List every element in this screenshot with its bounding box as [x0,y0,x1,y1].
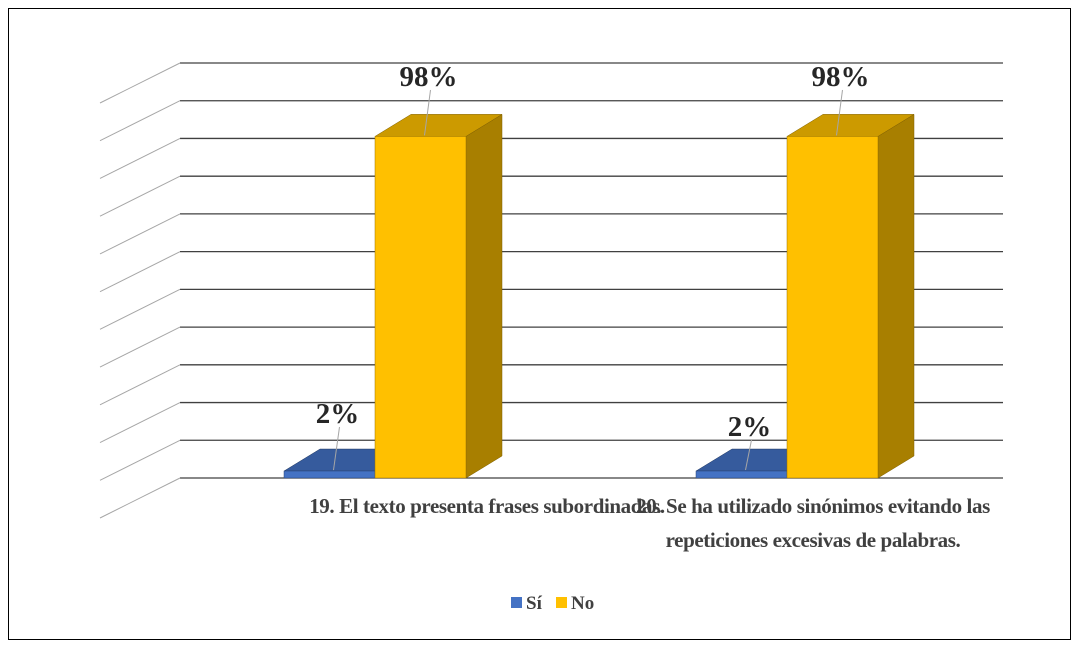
value-label-si: 2% [316,398,360,430]
legend-swatch-no [556,597,567,608]
legend-label-si: Sí [526,593,543,614]
gridline-side [99,439,181,481]
value-labels: 2% 98% 2% 98% [316,61,870,471]
gridline-side [99,326,181,368]
bars [283,113,915,479]
legend-swatch-si [511,597,522,608]
gridline-side [99,213,181,255]
gridline-side [99,364,181,406]
category-label: 20. Se ha utilizado sinónimos evitando l… [636,494,990,518]
bar-no-side [877,113,915,479]
legend: Sí No [511,593,594,614]
gridline-side [99,138,181,179]
bar-no-side [465,113,503,479]
gridline-side [99,477,181,519]
bar-si [283,470,376,479]
leader-line [333,426,340,471]
leader-line [836,89,843,136]
gridline-side [99,62,181,104]
leader-line [745,439,752,471]
category-label: 19. El texto presenta frases subordinada… [309,494,665,518]
legend-label-no: No [571,593,594,614]
leader-line [424,89,431,136]
bar-no [374,136,467,479]
bar-no [786,136,879,479]
value-label-no: 98% [400,61,458,93]
gridline-side [99,251,181,293]
bar-si [695,470,788,479]
category-label: repeticiones excesivas de palabras. [666,528,961,552]
value-label-si: 2% [728,411,772,443]
gridline-side [99,288,181,330]
gridline-side [99,402,181,443]
gridline-side [99,100,181,142]
gridline-side [99,175,181,217]
category-labels: 19. El texto presenta frases subordinada… [309,494,990,552]
value-label-no: 98% [812,61,870,93]
